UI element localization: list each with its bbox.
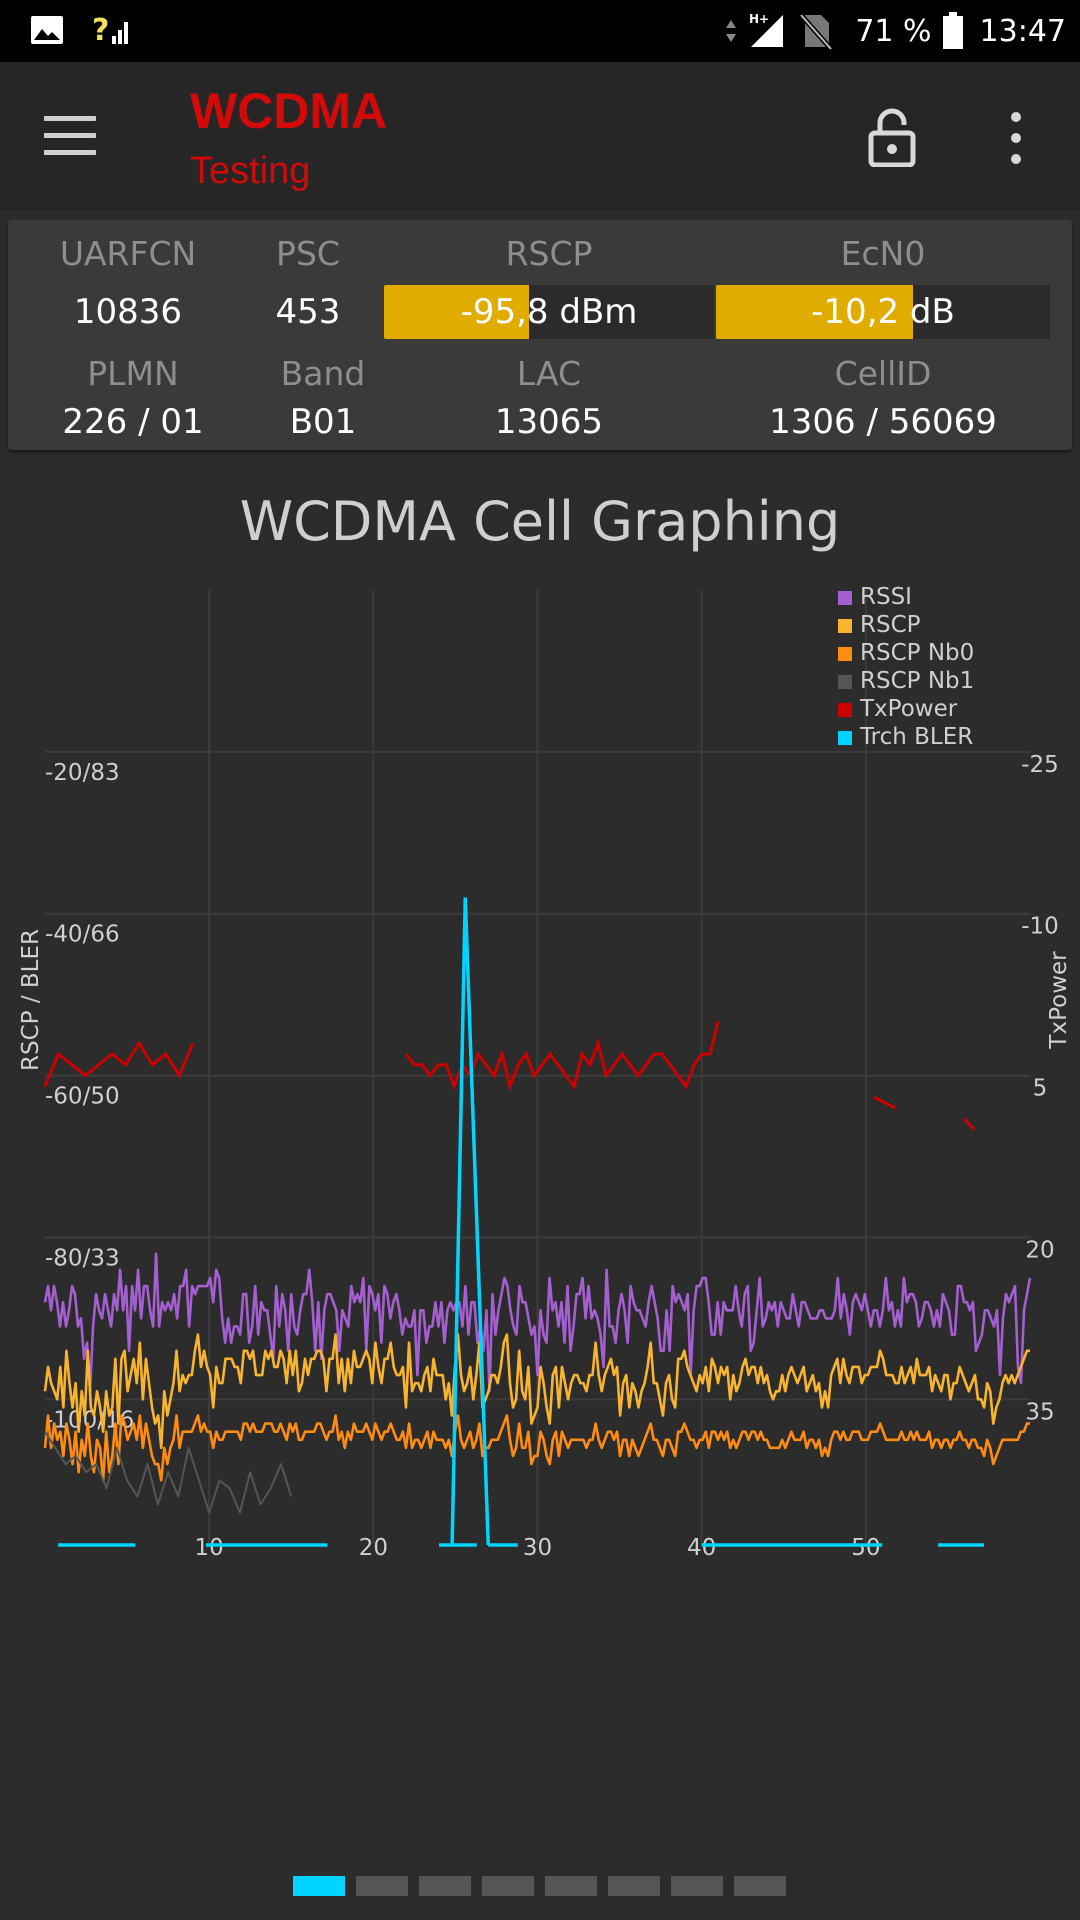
series-line-txpower — [963, 1117, 976, 1131]
lac-label: LAC — [516, 354, 582, 393]
status-bar: ? H+ 71 % 13:47 — [0, 0, 1080, 62]
y-left-tick-label: -80/33 — [45, 1245, 120, 1271]
y-left-axis-title: RSCP / BLER — [18, 929, 44, 1071]
series-line-rssi — [43, 1252, 1032, 1393]
ecn0-meter-fill — [716, 285, 914, 339]
band-label: Band — [280, 354, 366, 393]
x-tick-label: 30 — [523, 1535, 552, 1560]
ecn0-label: EcN0 — [840, 234, 926, 273]
x-tick-label: 10 — [195, 1535, 224, 1560]
series-line-rscp-nb0 — [43, 1414, 1030, 1482]
page-dot-2[interactable] — [356, 1876, 408, 1896]
uarfcn-value: 10836 — [73, 292, 183, 332]
page-dot-6[interactable] — [608, 1876, 660, 1896]
uarfcn-label: UARFCN — [59, 234, 197, 273]
legend-label: RSCP Nb0 — [860, 640, 974, 666]
ecn0-value: -10,2 dB — [811, 292, 955, 332]
legend-swatch — [838, 591, 852, 605]
psc-label: PSC — [276, 234, 340, 273]
app-bar: WCDMA Testing — [0, 62, 1080, 210]
x-tick-label: 50 — [851, 1535, 880, 1560]
rscp-meter: -95,8 dBm — [384, 285, 714, 339]
app-title: WCDMA — [190, 83, 388, 139]
menu-icon[interactable] — [44, 116, 96, 156]
psc-value: 453 — [275, 292, 341, 332]
legend-label: Trch BLER — [859, 724, 973, 750]
plmn-value: 226 / 01 — [62, 402, 204, 442]
legend-swatch — [838, 619, 852, 633]
legend-label: TxPower — [859, 696, 958, 722]
page-dot-8[interactable] — [734, 1876, 786, 1896]
x-tick-label: 20 — [359, 1535, 388, 1560]
legend-swatch — [838, 647, 852, 661]
chart-title: WCDMA Cell Graphing — [239, 490, 841, 553]
cell-signal-icon: H+ — [749, 12, 784, 47]
cellid-value: 1306 / 56069 — [769, 402, 997, 442]
page-dot-7[interactable] — [671, 1876, 723, 1896]
y-right-tick-label: -10 — [1021, 914, 1059, 940]
y-left-tick-label: -60/50 — [45, 1084, 120, 1110]
page-dot-5[interactable] — [545, 1876, 597, 1896]
sim-off-icon — [799, 13, 834, 51]
legend-swatch — [838, 703, 852, 717]
battery-percent: 71 % — [855, 13, 932, 49]
no-signal-icon: ? — [92, 13, 128, 48]
svg-text:?: ? — [92, 13, 109, 48]
app-subtitle: Testing — [190, 150, 311, 192]
lac-value: 13065 — [494, 402, 604, 442]
lock-open-icon[interactable] — [866, 107, 918, 167]
y-right-axis-title: TxPower — [1046, 951, 1072, 1050]
series-line-txpower — [404, 1021, 720, 1092]
ecn0-meter: -10,2 dB — [716, 285, 1050, 339]
page-indicator — [293, 1876, 786, 1896]
page-dot-4[interactable] — [482, 1876, 534, 1896]
page-dot-1[interactable] — [293, 1876, 345, 1896]
battery-icon — [942, 12, 963, 49]
image-notification-icon — [31, 16, 63, 44]
rscp-meter-fill — [384, 285, 530, 339]
rscp-value: -95,8 dBm — [460, 292, 638, 332]
y-left-tick-label: -20/83 — [45, 760, 120, 786]
more-vert-icon[interactable] — [1000, 112, 1032, 164]
band-value: B01 — [289, 402, 357, 442]
series-line-trch-bler — [450, 897, 490, 1546]
y-right-tick-label: 35 — [1025, 1399, 1054, 1425]
y-left-tick-label: -40/66 — [45, 922, 120, 948]
series-line-txpower — [873, 1095, 897, 1110]
cell-graph-chart: -20/83 -25-40/66 -10-60/50 5-80/33 20-100/16… — [18, 584, 1072, 1560]
cell-info-panel: UARFCN PSC RSCP EcN0 10836 453 -95,8 dBm… — [8, 220, 1072, 450]
legend-label: RSCP — [860, 612, 921, 638]
data-activity-icon — [726, 20, 737, 42]
rscp-label: RSCP — [505, 234, 593, 273]
clock: 13:47 — [979, 13, 1066, 49]
plmn-label: PLMN — [87, 354, 179, 393]
legend-swatch — [838, 675, 852, 689]
page-dot-3[interactable] — [419, 1876, 471, 1896]
x-tick-label: 40 — [687, 1535, 716, 1560]
y-right-tick-label: 20 — [1025, 1237, 1054, 1263]
series-line-rscp — [43, 1333, 1030, 1450]
legend-label: RSSI — [860, 584, 912, 610]
series-line-txpower — [43, 1040, 195, 1087]
cellid-label: CellID — [834, 354, 932, 393]
y-right-tick-label: -25 — [1021, 752, 1059, 778]
series-line-rscp-nb1 — [44, 1431, 293, 1514]
network-type-label: H+ — [749, 12, 769, 26]
y-right-tick-label: 5 — [1033, 1076, 1048, 1102]
legend-label: RSCP Nb1 — [860, 668, 974, 694]
legend-swatch — [838, 731, 852, 745]
